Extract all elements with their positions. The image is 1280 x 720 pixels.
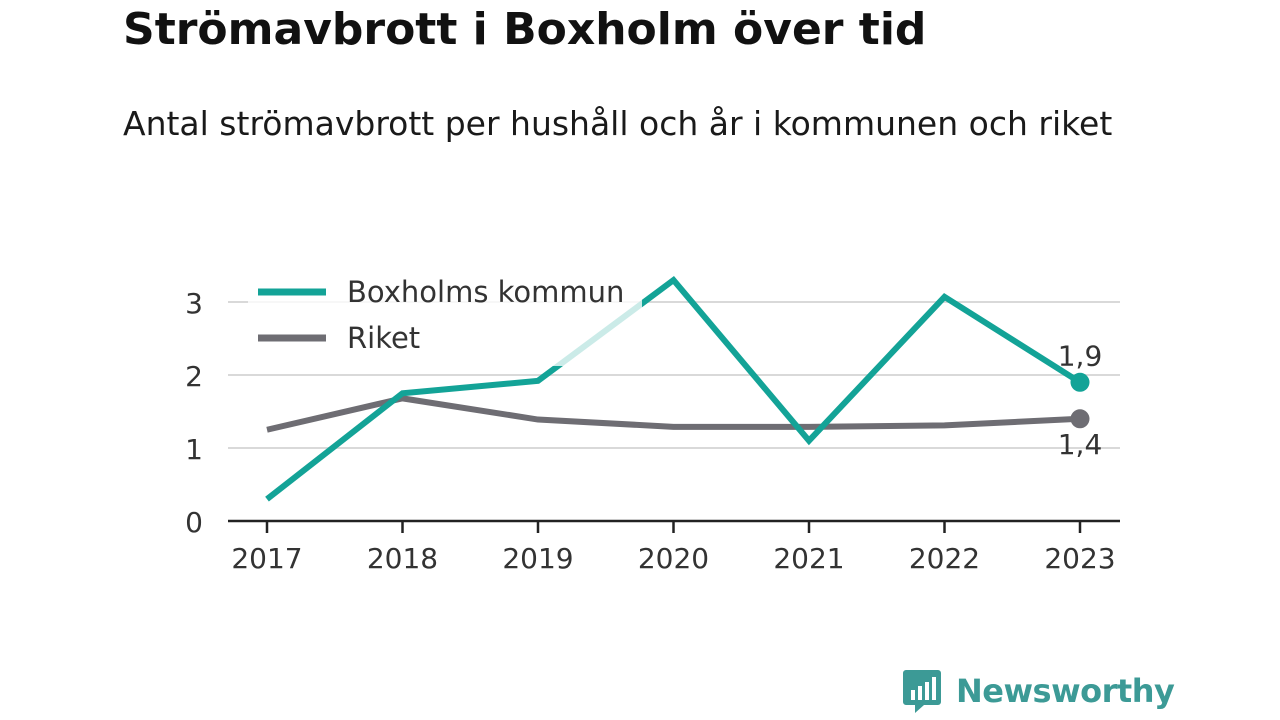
legend-label-boxholm: Boxholms kommun xyxy=(347,275,624,309)
y-tick-label: 0 xyxy=(185,506,203,539)
chart-title: Strömavbrott i Boxholm över tid xyxy=(123,4,927,55)
chart-subtitle: Antal strömavbrott per hushåll och år i … xyxy=(123,104,1113,143)
x-tick-label: 2019 xyxy=(502,542,573,575)
line-chart: 0 1 2 3 2017 2018 2019 2020 2021 2022 2023 1,9 1,4 Bo… xyxy=(185,266,1120,575)
legend-background xyxy=(248,266,642,366)
series-line-boxholm xyxy=(265,276,1082,502)
y-tick-label: 3 xyxy=(185,287,203,320)
x-tick-label: 2022 xyxy=(909,542,980,575)
x-tick-label: 2021 xyxy=(773,542,844,575)
end-point-riket xyxy=(1070,409,1090,429)
x-tick-label: 2023 xyxy=(1044,542,1115,575)
legend-label-riket: Riket xyxy=(347,321,420,355)
x-tick-label: 2020 xyxy=(638,542,709,575)
newsworthy-logo: Newsworthy xyxy=(902,668,1175,714)
x-tick-label: 2017 xyxy=(231,542,302,575)
data-label-boxholm: 1,9 xyxy=(1058,339,1103,372)
series-line-riket xyxy=(266,395,1081,433)
x-tick-label: 2018 xyxy=(367,542,438,575)
data-label-riket: 1,4 xyxy=(1058,428,1103,461)
brand-name: Newsworthy xyxy=(956,672,1175,710)
legend: Boxholms kommun Riket xyxy=(248,266,642,366)
end-point-boxholm xyxy=(1070,372,1090,392)
bar-chart-speech-bubble-icon xyxy=(903,670,941,713)
y-tick-label: 1 xyxy=(185,433,203,466)
y-tick-label: 2 xyxy=(185,360,203,393)
